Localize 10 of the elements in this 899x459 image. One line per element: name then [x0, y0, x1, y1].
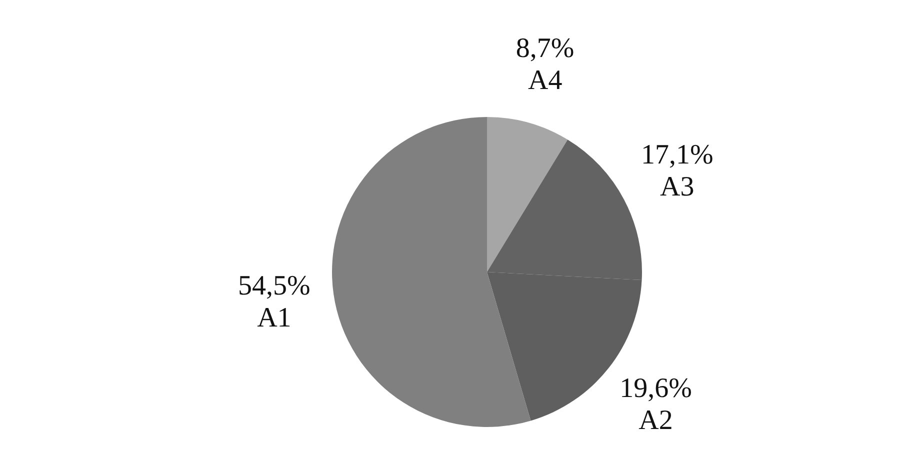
pie-slice: [332, 117, 531, 427]
slice-label: A4: [528, 64, 562, 96]
pie-slice: [487, 117, 568, 272]
data-label: 8,7%: [516, 32, 574, 64]
slice-label: A1: [257, 302, 292, 334]
slice-label: A3: [660, 172, 694, 203]
data-label: 54,5%: [238, 270, 310, 302]
slice-label: A2: [638, 405, 673, 436]
data-label: 17,1%: [640, 140, 714, 171]
data-label: 19,6%: [620, 373, 692, 404]
